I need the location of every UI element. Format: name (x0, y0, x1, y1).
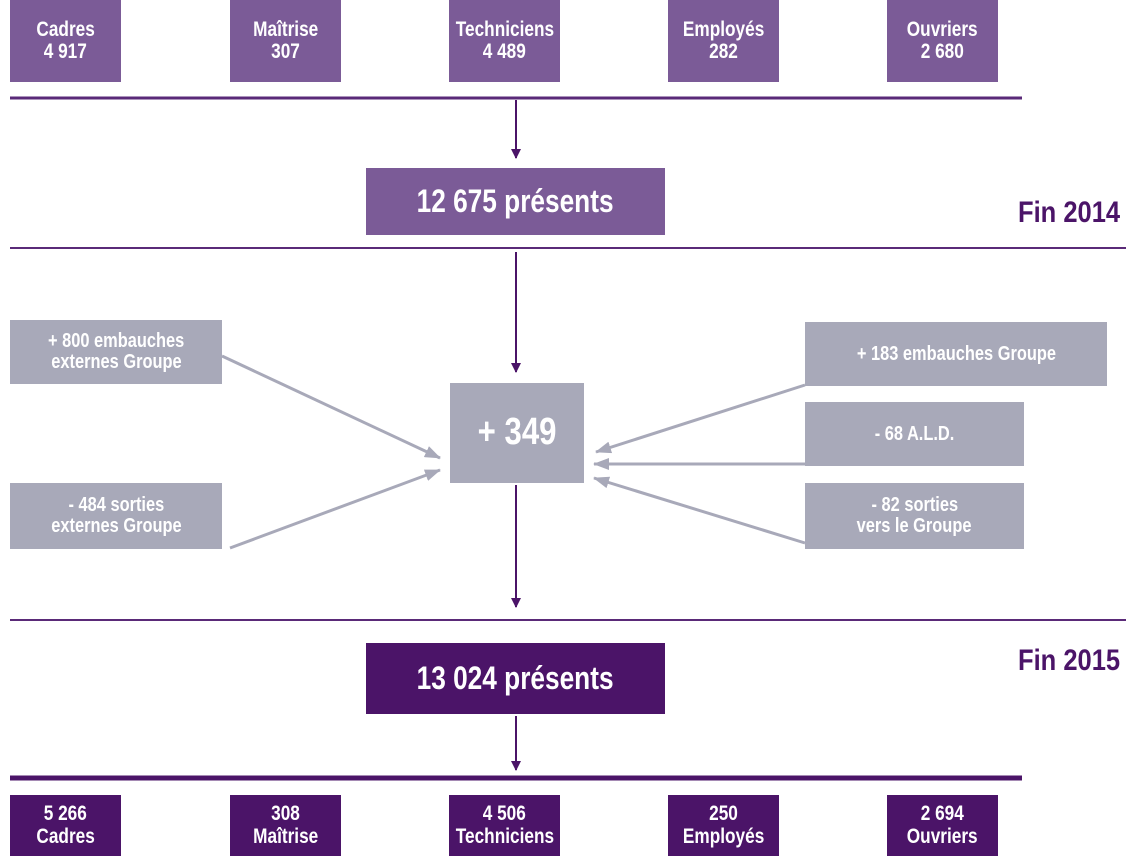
box-text: Employés (682, 824, 765, 848)
box-text: Cadres (36, 824, 95, 848)
box-text: externes Groupe (50, 515, 182, 537)
bottom-category: 2 694 Ouvriers (887, 795, 998, 856)
box-text: 282 (709, 40, 738, 63)
top-category: Employés 282 (668, 0, 779, 82)
box-text: 4 917 (43, 40, 88, 63)
box-text: Maîtrise (252, 17, 319, 41)
end-total-box: 13 024 présents (366, 643, 665, 714)
bottom-category: 250 Employés (668, 795, 779, 856)
bottom-category: 5 266 Cadres (10, 795, 121, 856)
end-total: 13 024 présents (417, 659, 614, 696)
box-text: Techniciens (455, 824, 554, 848)
box-text: + 800 embauches (47, 330, 185, 352)
net-change: + 349 (477, 411, 557, 454)
box-text: Employés (682, 17, 765, 41)
arrow (593, 476, 806, 545)
box-text: 4 506 (482, 802, 527, 826)
box-text: 5 266 (43, 802, 88, 826)
inflow-outflow: + 800 embauches externes Groupe (10, 320, 222, 384)
box-text: Ouvriers (907, 824, 978, 848)
start-total-box: 12 675 présents (366, 168, 665, 235)
box-text: 2 680 (920, 40, 965, 63)
box-text: - 484 sorties (68, 494, 164, 516)
start-total: 12 675 présents (417, 182, 614, 219)
inflow-outflow: - 484 sorties externes Groupe (10, 483, 222, 549)
bottom-category: 308 Maîtrise (230, 795, 341, 856)
top-category: Techniciens 4 489 (449, 0, 560, 82)
box-text: 308 (271, 802, 300, 826)
box-text: Maîtrise (252, 824, 319, 848)
arrow (595, 383, 806, 454)
top-category: Maîtrise 307 (230, 0, 341, 82)
arrow (229, 468, 441, 550)
box-text: Cadres (36, 17, 95, 41)
box-text: vers le Groupe (857, 515, 972, 537)
inflow-outflow: + 183 embauches Groupe (805, 322, 1107, 386)
box-text: - 82 sorties (871, 494, 958, 516)
box-text: Ouvriers (907, 17, 978, 41)
box-text: Techniciens (455, 17, 554, 41)
box-text: 2 694 (920, 802, 965, 826)
top-category: Cadres 4 917 (10, 0, 121, 82)
arrow (221, 354, 441, 460)
inflow-outflow: - 68 A.L.D. (805, 402, 1024, 466)
box-text: 4 489 (482, 40, 527, 63)
end-period: Fin 2015 (1017, 644, 1120, 677)
box-text: + 183 embauches Groupe (856, 342, 1056, 365)
box-text: 250 (709, 802, 738, 826)
top-category: Ouvriers 2 680 (887, 0, 998, 82)
box-text: externes Groupe (50, 351, 182, 373)
net-box: + 349 (450, 383, 584, 483)
inflow-outflow: - 82 sorties vers le Groupe (805, 483, 1024, 549)
start-period: Fin 2014 (1017, 196, 1120, 229)
box-text: - 68 A.L.D. (874, 422, 955, 445)
box-text: 307 (271, 40, 300, 63)
bottom-category: 4 506 Techniciens (449, 795, 560, 856)
